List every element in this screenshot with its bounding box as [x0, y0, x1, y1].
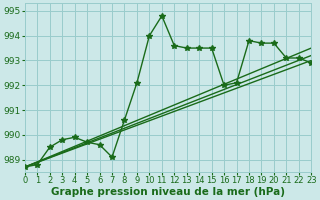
X-axis label: Graphe pression niveau de la mer (hPa): Graphe pression niveau de la mer (hPa) [51, 187, 285, 197]
